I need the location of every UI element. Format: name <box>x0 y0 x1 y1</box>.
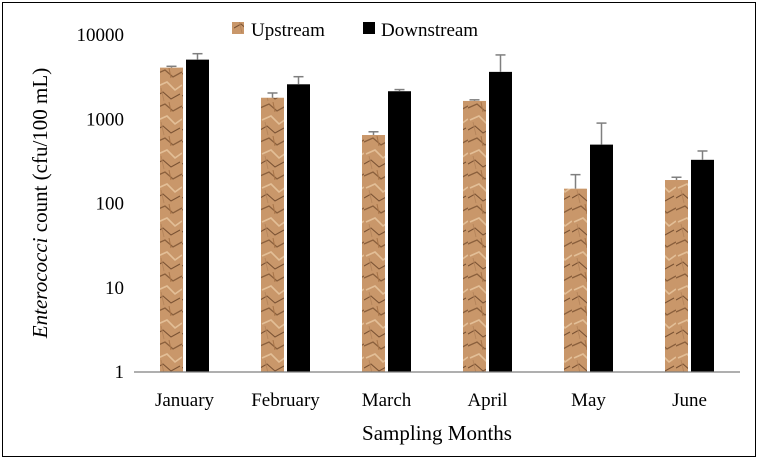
bar-upstream <box>564 188 587 372</box>
legend: Upstream Downstream <box>232 20 478 41</box>
bars <box>160 59 714 373</box>
y-tick-label: 1 <box>115 362 125 383</box>
x-tick-label: January <box>155 390 215 411</box>
legend-label-upstream: Upstream <box>251 20 325 41</box>
legend-swatch-downstream <box>363 22 375 34</box>
x-tick-label: May <box>571 390 606 411</box>
error-bars <box>166 52 708 189</box>
y-axis-ticks: 1 10 100 1000 10000 <box>77 25 125 383</box>
legend-label-downstream: Downstream <box>381 20 478 41</box>
y-axis-title-rest: count (cfu/100 mL) <box>28 68 52 238</box>
y-tick-label: 10 <box>105 278 124 299</box>
x-axis-tick-labels: January February March April May June <box>155 390 707 411</box>
legend-swatch-upstream <box>232 22 244 34</box>
x-tick-label: March <box>362 390 412 411</box>
y-tick-label: 10000 <box>77 25 125 46</box>
x-axis-title: Sampling Months <box>362 421 512 445</box>
y-axis-title-italic: Enterococci <box>28 237 52 339</box>
y-axis-title: Enterococci count (cfu/100 mL) <box>28 68 52 339</box>
x-tick-label: June <box>672 390 707 411</box>
bar-upstream <box>665 180 688 372</box>
bar-upstream <box>362 135 385 372</box>
bar-downstream <box>388 91 411 372</box>
bar-downstream <box>287 84 310 372</box>
x-tick-label: April <box>467 390 507 411</box>
bar-downstream <box>691 159 714 372</box>
bar-upstream <box>463 100 486 373</box>
y-tick-label: 1000 <box>86 109 124 130</box>
bar-upstream <box>261 97 284 373</box>
bar-upstream <box>160 67 183 373</box>
bar-downstream <box>590 144 613 372</box>
y-tick-label: 100 <box>96 194 125 215</box>
x-tick-label: February <box>251 390 320 411</box>
bar-downstream <box>186 59 209 373</box>
bar-downstream <box>489 71 512 372</box>
